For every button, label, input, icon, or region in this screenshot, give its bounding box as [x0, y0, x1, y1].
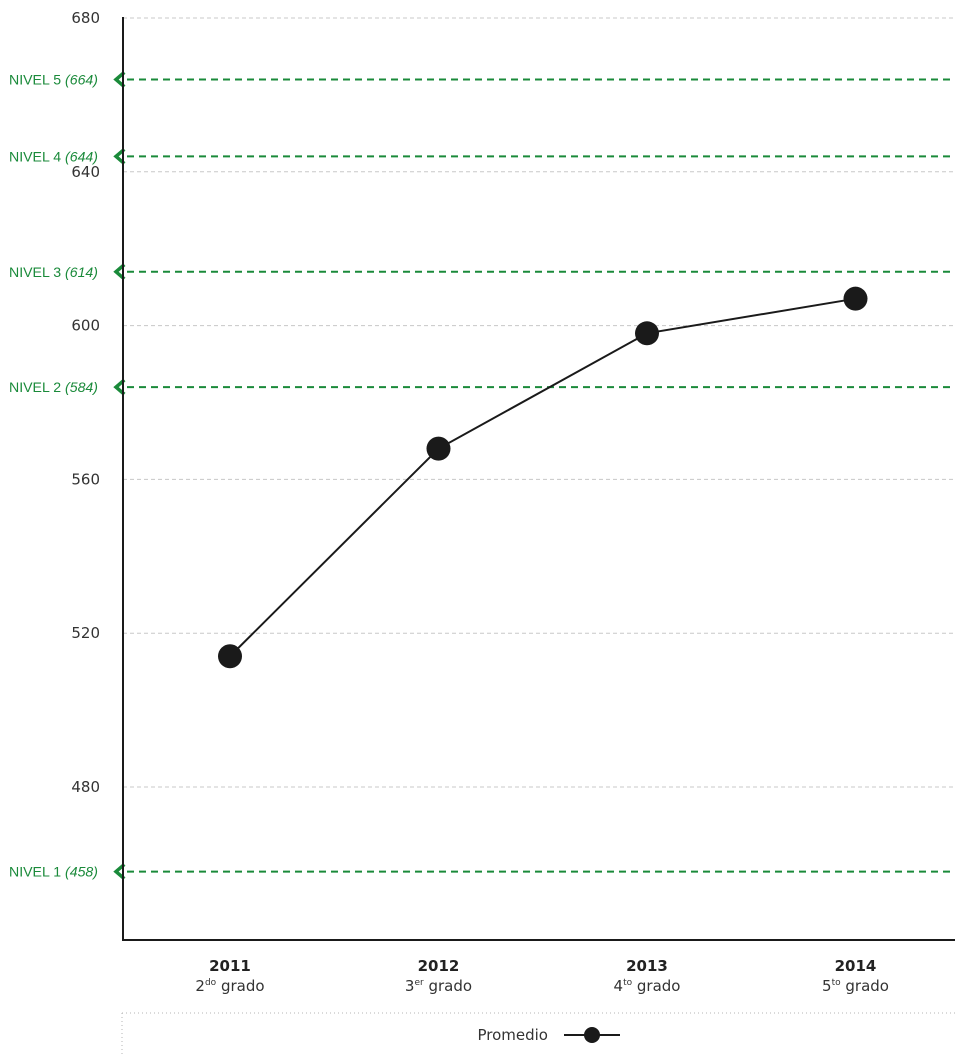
level-name: NIVEL 1 [9, 864, 65, 880]
axes [122, 17, 955, 941]
grade-number: 2 [195, 977, 205, 995]
y-axis-ticks: 680 640 600 560 520 480 [71, 9, 100, 796]
level-label: NIVEL 3 (614) [9, 264, 98, 280]
level-value: (644) [65, 148, 98, 164]
grade-word: grado [424, 977, 472, 995]
legend-label: Promedio [477, 1026, 548, 1044]
data-point [426, 436, 451, 461]
x-category-grade: 4to grado [614, 977, 681, 995]
y-tick-label: 600 [71, 317, 100, 335]
x-category-grade: 2do grado [195, 977, 264, 995]
grade-superscript: do [205, 978, 217, 988]
y-tick-label: 680 [71, 9, 100, 27]
y-tick-label: 640 [71, 163, 100, 181]
grade-superscript: to [832, 978, 842, 988]
grade-number: 4 [614, 977, 624, 995]
grade-word: grado [841, 977, 889, 995]
x-category-year: 2012 [418, 957, 460, 975]
level-chevron-icon [113, 863, 126, 881]
level-name: NIVEL 5 [9, 72, 65, 88]
level-value: (664) [65, 72, 98, 88]
level-label: NIVEL 4 (644) [9, 148, 98, 164]
level-value: (458) [65, 864, 98, 880]
grade-word: grado [216, 977, 264, 995]
y-tick-label: 520 [71, 624, 100, 642]
grade-superscript: er [414, 978, 424, 988]
x-category-year: 2011 [209, 957, 251, 975]
data-point [635, 321, 659, 346]
series-line [229, 297, 856, 657]
data-point [218, 644, 242, 669]
gridlines [123, 17, 955, 788]
x-category-year: 2013 [626, 957, 668, 975]
level-chevron-icon [113, 71, 126, 88]
level-name: NIVEL 2 [9, 379, 65, 395]
level-chevron-icon [113, 147, 126, 165]
x-category-grade: 5to grado [822, 977, 889, 995]
level-label: NIVEL 1 (458) [9, 864, 98, 880]
level-value: (584) [65, 379, 98, 395]
y-tick-label: 560 [71, 470, 100, 488]
level-name: NIVEL 3 [9, 264, 65, 280]
y-tick-label: 480 [71, 778, 100, 796]
level-chevron-icon [113, 378, 126, 396]
grade-word: grado [632, 977, 680, 995]
level-value: (614) [65, 264, 98, 280]
legend: Promedio [477, 1026, 620, 1044]
level-label: NIVEL 2 (584) [9, 379, 98, 395]
level-label: NIVEL 5 (664) [9, 72, 98, 88]
x-category-grade: 3er grado [405, 977, 472, 995]
grade-superscript: to [623, 978, 633, 988]
level-lines: NIVEL 5 (664)NIVEL 4 (644)NIVEL 3 (614)N… [9, 71, 955, 881]
level-name: NIVEL 4 [9, 148, 65, 164]
level-chevron-icon [113, 263, 126, 281]
grade-number: 5 [822, 977, 832, 995]
legend-marker-swatch [584, 1027, 600, 1043]
x-category-year: 2014 [835, 957, 877, 975]
series-promedio [218, 286, 868, 669]
data-point [843, 286, 868, 311]
grade-number: 3 [405, 977, 415, 995]
